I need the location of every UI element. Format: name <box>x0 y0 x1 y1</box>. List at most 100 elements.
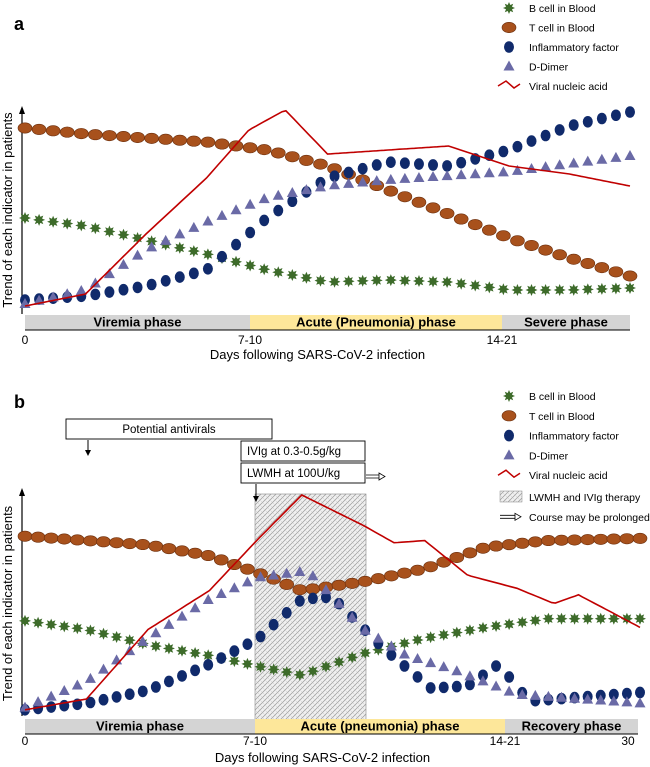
data-point <box>357 575 373 587</box>
legend-marker <box>503 390 515 402</box>
data-point <box>244 259 257 272</box>
data-point <box>425 657 437 668</box>
series-viral-nucleic-acid <box>24 109 631 307</box>
data-point <box>398 637 411 650</box>
legend-marker <box>504 41 514 53</box>
data-point <box>371 175 383 186</box>
data-point <box>90 288 101 301</box>
data-point <box>423 561 438 573</box>
data-point <box>216 652 227 664</box>
data-point <box>46 701 57 713</box>
phase-segment <box>250 315 502 330</box>
data-point <box>158 133 173 145</box>
data-point <box>144 132 159 144</box>
data-point <box>242 142 258 154</box>
data-point <box>541 535 556 547</box>
series-d-dimer <box>19 566 646 712</box>
legend-line-icon <box>497 80 521 89</box>
legend-label: Viral nucleic acid <box>529 81 608 93</box>
data-point <box>511 284 524 296</box>
data-point <box>469 168 481 179</box>
data-point <box>186 135 202 147</box>
data-point <box>88 129 103 141</box>
data-point <box>621 696 633 707</box>
data-point <box>582 693 594 704</box>
data-point <box>413 171 425 182</box>
data-point <box>511 164 523 175</box>
data-point <box>503 685 515 696</box>
data-point <box>32 696 44 707</box>
data-point <box>483 281 496 294</box>
legend-label: Inflammatory factor <box>529 42 619 54</box>
data-point <box>413 275 425 287</box>
data-point <box>214 138 230 150</box>
data-point <box>427 171 439 182</box>
data-point <box>370 573 386 585</box>
data-point <box>582 155 594 166</box>
data-point <box>163 618 175 629</box>
data-point <box>329 179 341 190</box>
data-point <box>281 607 292 619</box>
data-point <box>399 172 411 183</box>
data-point <box>307 570 319 581</box>
data-point <box>33 213 46 226</box>
data-point <box>412 671 423 683</box>
data-point <box>386 649 397 661</box>
data-point <box>397 191 413 203</box>
data-point <box>241 576 253 587</box>
lwmh-box <box>240 462 366 484</box>
phase-segment <box>25 719 255 734</box>
data-point <box>118 283 129 296</box>
data-point <box>19 212 31 224</box>
legend: B cell in Blood T cell in Blood Inflammato… <box>497 390 650 524</box>
data-point <box>256 144 272 156</box>
data-point <box>567 283 580 296</box>
legend-label: LWMH and IVIg therapy <box>529 492 641 504</box>
phase-segment <box>25 315 250 330</box>
data-point <box>305 583 321 595</box>
data-point <box>285 151 300 163</box>
data-point <box>555 691 567 702</box>
series-t-cell-in-blood <box>17 530 648 596</box>
data-point <box>174 545 190 557</box>
data-point <box>117 228 130 241</box>
data-point <box>268 569 280 580</box>
x-tick-label: 0 <box>22 734 29 748</box>
data-point <box>555 612 568 625</box>
data-point <box>300 184 312 195</box>
x-axis-title: Days following SARS-CoV-2 infection <box>215 750 430 765</box>
data-point <box>333 656 345 668</box>
data-point <box>230 204 242 215</box>
data-point <box>529 614 542 627</box>
data-point <box>594 612 607 625</box>
data-point <box>483 167 495 178</box>
data-point <box>512 140 523 153</box>
data-point <box>372 632 384 643</box>
data-point <box>313 158 328 170</box>
data-point <box>272 189 284 200</box>
data-point <box>610 151 622 162</box>
data-point <box>464 678 475 691</box>
data-point <box>608 688 619 701</box>
data-point <box>606 533 622 545</box>
data-point <box>160 274 171 287</box>
data-point <box>187 245 200 258</box>
data-point <box>462 547 478 559</box>
data-point <box>177 670 188 682</box>
data-point <box>84 624 97 637</box>
data-point <box>146 241 158 252</box>
data-point <box>294 566 306 577</box>
y-axis-arrow <box>19 106 25 114</box>
data-point <box>569 692 581 703</box>
data-point <box>17 122 33 134</box>
data-point <box>216 250 227 263</box>
data-point <box>566 253 582 265</box>
legend-therapy-swatch <box>499 490 523 503</box>
data-point <box>70 534 85 546</box>
data-point <box>306 665 319 678</box>
data-point <box>516 689 528 700</box>
data-point <box>370 274 383 287</box>
data-point <box>61 217 74 230</box>
data-point <box>398 648 410 659</box>
data-point <box>307 592 318 605</box>
